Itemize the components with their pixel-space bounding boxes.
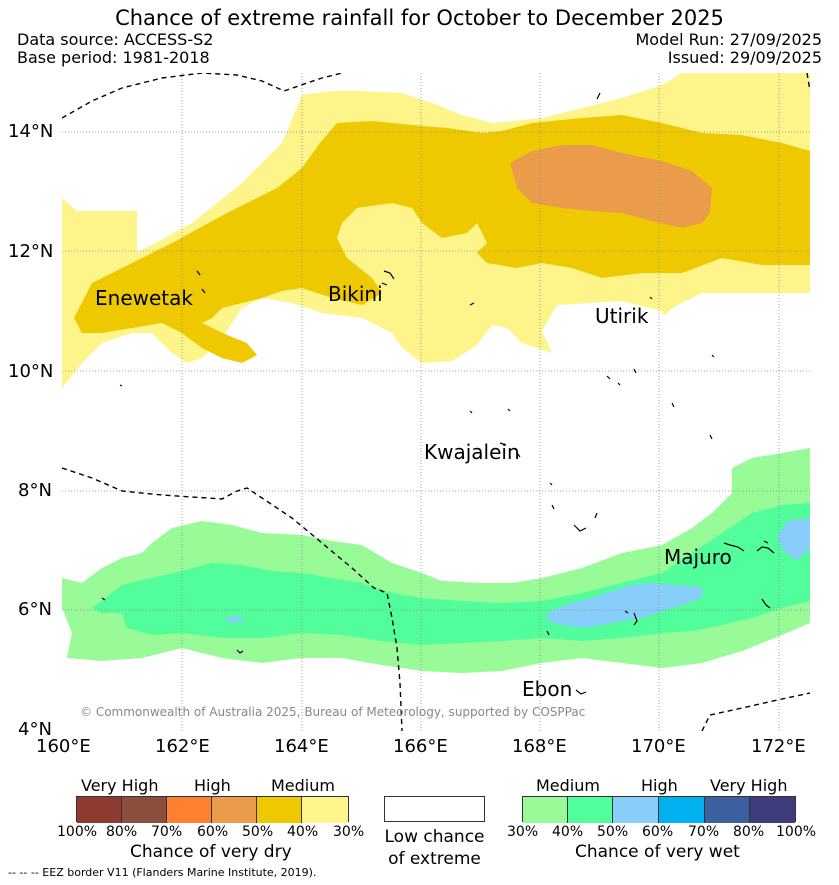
dry-pct-30: 30%	[333, 824, 365, 840]
dry-swatch-4	[212, 797, 257, 823]
eez-border-southeast	[701, 692, 811, 732]
wet-pct-60: 60%	[642, 824, 674, 840]
model-run-label: Model Run: 27/09/2025	[635, 30, 823, 49]
eez-footnote: -- -- -- EEZ border V11 (Flanders Marine…	[8, 866, 317, 879]
lat-label-4n: 4°N	[18, 719, 52, 740]
eez-border-northeast	[806, 72, 811, 92]
eez-border-north	[61, 72, 343, 119]
dry-pct-40: 40%	[287, 824, 319, 840]
dry-pct-70: 70%	[151, 824, 183, 840]
place-label-kwajalein: Kwajalein	[424, 440, 520, 464]
island-southeast	[546, 598, 771, 636]
dry-swatch-6	[302, 797, 348, 823]
place-label-bikini: Bikini	[328, 282, 383, 306]
low-chance-label-line1: Low chance	[384, 827, 485, 847]
wet-legend-title: Chance of very wet	[575, 842, 740, 862]
wet-swatch-6	[750, 797, 795, 823]
dry-colorbar	[76, 796, 349, 823]
dry-category-very-high: Very High	[81, 776, 159, 795]
islands	[101, 92, 775, 695]
lon-label-160e: 160°E	[36, 736, 91, 757]
lon-label-168e: 168°E	[512, 736, 567, 757]
place-label-utirik: Utirik	[595, 304, 649, 328]
low-chance-label-line2: of extreme	[388, 849, 481, 869]
island-bikini	[381, 270, 395, 286]
dry-legend-title: Chance of very dry	[130, 842, 292, 862]
low-chance-hole-utirik	[542, 301, 682, 353]
lon-label-166e: 166°E	[393, 736, 448, 757]
dry-category-medium: Medium	[271, 776, 335, 795]
wet-swatch-4	[659, 797, 705, 823]
wet-swatch-3	[613, 797, 659, 823]
lon-label-164e: 164°E	[274, 736, 329, 757]
island-kwajalein	[469, 408, 521, 458]
wet-pct-80: 80%	[733, 824, 765, 840]
lat-label-14n: 14°N	[8, 121, 54, 142]
island-utirik-area	[469, 92, 653, 306]
dry-pct-50: 50%	[242, 824, 274, 840]
lon-label-162e: 162°E	[155, 736, 210, 757]
island-ebon	[575, 689, 587, 695]
wet-pct-50: 50%	[597, 824, 629, 840]
wet-category-medium: Medium	[536, 776, 600, 795]
place-label-ebon: Ebon	[522, 677, 573, 701]
eez-borders	[61, 72, 811, 732]
dry-pct-100: 100%	[57, 824, 98, 840]
island-enewetak	[196, 270, 206, 294]
eez-border-south	[61, 467, 403, 732]
base-period-label: Base period: 1981-2018	[17, 48, 210, 67]
issued-label: Issued: 29/09/2025	[667, 48, 822, 67]
low-chance-swatch	[384, 796, 485, 822]
lat-label-6n: 6°N	[18, 599, 52, 620]
island-majuro	[723, 540, 775, 554]
dry-high-region	[510, 145, 712, 228]
wet-high-region-west	[225, 616, 244, 623]
dry-swatch-1	[77, 797, 122, 823]
wet-pct-30: 30%	[507, 824, 539, 840]
lat-label-10n: 10°N	[8, 361, 54, 382]
low-chance-hole-bikini	[62, 73, 292, 201]
lat-label-12n: 12°N	[8, 241, 54, 262]
lon-label-170e: 170°E	[631, 736, 686, 757]
lat-label-8n: 8°N	[18, 480, 52, 501]
wet-pct-40: 40%	[552, 824, 584, 840]
map-panel	[61, 72, 811, 732]
wet-colorbar	[522, 796, 796, 823]
wet-swatch-1	[523, 797, 568, 823]
wet-swatch-5	[705, 797, 750, 823]
island-west	[101, 384, 244, 654]
wet-high-region-east	[777, 518, 810, 561]
dry-pct-60: 60%	[197, 824, 229, 840]
map-canvas	[61, 72, 811, 732]
dry-swatch-5	[257, 797, 302, 823]
wet-category-high: High	[641, 776, 678, 795]
place-label-majuro: Majuro	[664, 545, 732, 569]
data-source-label: Data source: ACCESS-S2	[17, 30, 214, 49]
wet-pct-70: 70%	[688, 824, 720, 840]
wet-swatch-2	[568, 797, 613, 823]
dry-swatch-3	[167, 797, 212, 823]
dry-pct-80: 80%	[106, 824, 138, 840]
place-label-enewetak: Enewetak	[95, 286, 193, 310]
island-central	[606, 354, 715, 440]
dry-category-high: High	[194, 776, 231, 795]
dry-swatch-2	[122, 797, 167, 823]
copyright-note: © Commonwealth of Australia 2025, Bureau…	[80, 705, 586, 719]
island-mid-south	[549, 482, 598, 532]
wet-pct-100: 100%	[776, 824, 817, 840]
wet-category-very-high: Very High	[710, 776, 788, 795]
chart-title: Chance of extreme rainfall for October t…	[115, 6, 724, 30]
wet-high-region	[547, 583, 702, 628]
lon-label-172e: 172°E	[751, 736, 806, 757]
